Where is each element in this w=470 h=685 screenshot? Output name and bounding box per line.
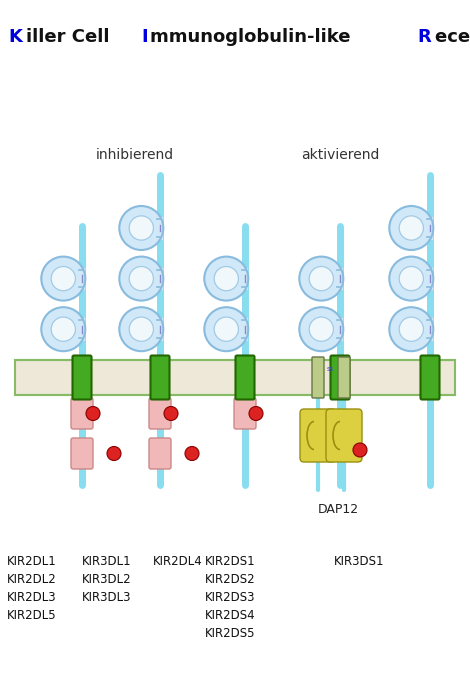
Text: KIR2DS1: KIR2DS1 xyxy=(204,555,255,568)
Text: R: R xyxy=(417,28,431,46)
Text: KIR2DS5: KIR2DS5 xyxy=(204,627,255,640)
Text: K: K xyxy=(8,28,22,46)
Text: ss: ss xyxy=(326,366,334,372)
Circle shape xyxy=(185,447,199,460)
Circle shape xyxy=(41,307,85,351)
Circle shape xyxy=(214,317,238,341)
Text: KIR3DL3: KIR3DL3 xyxy=(82,591,132,604)
Circle shape xyxy=(399,216,423,240)
Circle shape xyxy=(389,206,433,250)
Text: KIR2DL2: KIR2DL2 xyxy=(7,573,57,586)
FancyBboxPatch shape xyxy=(149,438,171,469)
Circle shape xyxy=(353,443,367,457)
Circle shape xyxy=(164,406,178,421)
Text: I: I xyxy=(142,28,149,46)
Text: KIR2DS3: KIR2DS3 xyxy=(204,591,255,604)
Circle shape xyxy=(119,307,163,351)
Circle shape xyxy=(107,447,121,460)
Circle shape xyxy=(204,257,248,301)
FancyBboxPatch shape xyxy=(300,409,336,462)
FancyBboxPatch shape xyxy=(71,398,93,429)
Bar xyxy=(15,360,455,395)
Text: eceptor (: eceptor ( xyxy=(435,28,470,46)
Text: aktivierend: aktivierend xyxy=(301,148,379,162)
Circle shape xyxy=(51,266,75,290)
Circle shape xyxy=(389,257,433,301)
FancyBboxPatch shape xyxy=(72,356,92,399)
Text: KIR3DS1: KIR3DS1 xyxy=(334,555,384,568)
Circle shape xyxy=(129,317,153,341)
Circle shape xyxy=(129,216,153,240)
Text: KIR3DL1: KIR3DL1 xyxy=(82,555,132,568)
Text: KIR2DL3: KIR2DL3 xyxy=(7,591,57,604)
FancyBboxPatch shape xyxy=(312,357,324,398)
Circle shape xyxy=(309,266,333,290)
Text: KIR2DS4: KIR2DS4 xyxy=(204,609,255,622)
Text: DAP12: DAP12 xyxy=(317,503,359,516)
Text: inhibierend: inhibierend xyxy=(96,148,174,162)
Circle shape xyxy=(86,406,100,421)
Text: KIR2DL1: KIR2DL1 xyxy=(7,555,57,568)
Circle shape xyxy=(299,257,343,301)
FancyBboxPatch shape xyxy=(421,356,439,399)
FancyBboxPatch shape xyxy=(338,357,350,398)
Circle shape xyxy=(249,406,263,421)
FancyBboxPatch shape xyxy=(326,409,362,462)
FancyBboxPatch shape xyxy=(149,398,171,429)
FancyBboxPatch shape xyxy=(235,356,254,399)
Circle shape xyxy=(41,257,85,301)
Circle shape xyxy=(214,266,238,290)
FancyBboxPatch shape xyxy=(150,356,170,399)
Circle shape xyxy=(204,307,248,351)
Circle shape xyxy=(129,266,153,290)
FancyBboxPatch shape xyxy=(234,398,256,429)
Text: KIR2DL4: KIR2DL4 xyxy=(153,555,203,568)
Text: mmunoglobulin-like: mmunoglobulin-like xyxy=(150,28,357,46)
Circle shape xyxy=(399,317,423,341)
FancyBboxPatch shape xyxy=(330,356,350,399)
Circle shape xyxy=(119,257,163,301)
Circle shape xyxy=(119,206,163,250)
Circle shape xyxy=(299,307,343,351)
FancyBboxPatch shape xyxy=(71,438,93,469)
Text: KIR2DL5: KIR2DL5 xyxy=(7,609,57,622)
Circle shape xyxy=(399,266,423,290)
Text: iller Cell: iller Cell xyxy=(26,28,116,46)
Circle shape xyxy=(389,307,433,351)
Circle shape xyxy=(309,317,333,341)
Text: KIR2DS2: KIR2DS2 xyxy=(204,573,255,586)
Text: KIR3DL2: KIR3DL2 xyxy=(82,573,132,586)
Circle shape xyxy=(51,317,75,341)
